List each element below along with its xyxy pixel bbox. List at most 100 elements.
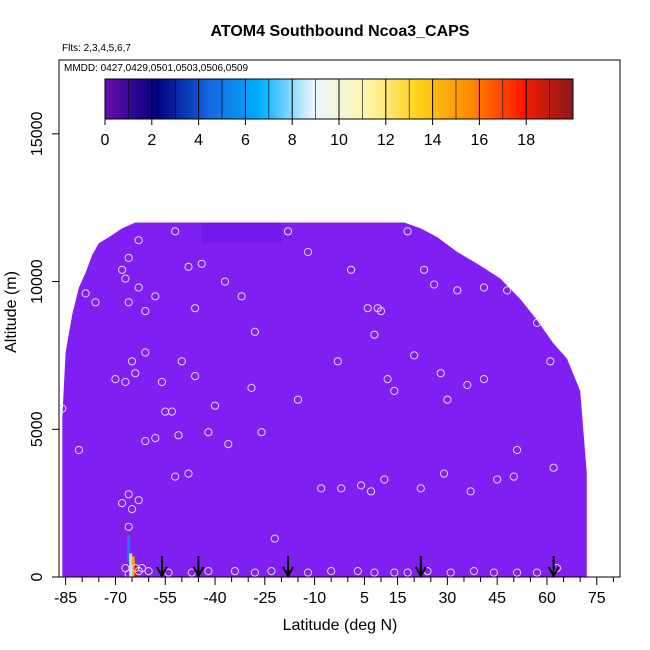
- sample-point: [479, 375, 488, 384]
- sample-point: [141, 437, 150, 446]
- sample-point: [81, 289, 90, 298]
- colorbar-tick-label: 4: [194, 132, 203, 149]
- flight-marker-arrow: [156, 556, 168, 579]
- sample-point: [549, 463, 558, 472]
- sample-point: [430, 280, 439, 289]
- sample-point: [124, 253, 133, 262]
- sample-point: [333, 357, 342, 366]
- sample-point: [380, 475, 389, 484]
- sample-point: [293, 395, 303, 404]
- sample-point: [131, 369, 140, 378]
- sample-point: [546, 357, 555, 366]
- y-axis-label: Altitude (m): [3, 271, 20, 353]
- sample-point: [383, 375, 392, 384]
- flight-marker-arrow: [192, 556, 205, 579]
- colorbar-tick-label: 2: [147, 132, 156, 149]
- sample-point: [210, 401, 220, 410]
- sample-point: [171, 472, 180, 481]
- sample-point: [151, 434, 160, 443]
- field-high-value-1: [129, 553, 133, 577]
- field-high-value-0: [127, 535, 131, 563]
- sample-point: [353, 567, 362, 576]
- sample-point: [303, 568, 313, 577]
- sample-point: [327, 567, 336, 576]
- sample-point: [416, 484, 425, 493]
- x-tick-label: 30: [438, 590, 456, 607]
- flight-markers-layer: [156, 556, 560, 579]
- sample-point: [463, 380, 472, 390]
- colorbar-tick-label: 16: [471, 132, 489, 149]
- sample-point: [118, 265, 127, 274]
- x-tick-label: 75: [588, 590, 606, 607]
- sample-point: [91, 298, 100, 307]
- sample-point: [250, 327, 259, 336]
- sample-point: [127, 505, 137, 514]
- sample-point: [370, 568, 379, 577]
- sample-point: [137, 564, 147, 573]
- sample-point: [390, 568, 399, 577]
- sample-point: [124, 522, 133, 531]
- sample-point: [267, 567, 276, 576]
- sample-point: [121, 274, 130, 283]
- y-tick-label: 15000: [29, 112, 46, 157]
- sample-point: [197, 259, 206, 268]
- sample-point: [250, 568, 259, 577]
- sample-point: [366, 487, 376, 496]
- x-axis-label: Latitude (deg N): [283, 617, 398, 634]
- sample-point: [469, 567, 478, 576]
- sample-point: [347, 265, 356, 274]
- dates-note: MMDD: 0427,0429,0501,0503,0506,0509: [64, 63, 248, 74]
- x-tick-label: -10: [303, 590, 326, 607]
- sample-point: [134, 236, 143, 245]
- sample-point: [224, 440, 233, 449]
- field-high-value-2: [131, 556, 135, 577]
- x-tick-label: -55: [154, 590, 177, 607]
- sample-point: [184, 469, 193, 478]
- sample-point: [420, 265, 429, 274]
- sample-point: [513, 445, 522, 455]
- plot-frame: [58, 59, 621, 578]
- sample-point: [184, 262, 193, 271]
- sample-point: [191, 304, 200, 313]
- flight-marker-arrow: [547, 556, 560, 579]
- sample-point: [124, 298, 133, 307]
- sample-point: [171, 227, 180, 236]
- sample-point: [141, 307, 150, 316]
- x-tick-label: 45: [488, 590, 506, 607]
- field-darker-patch: [201, 222, 282, 244]
- sample-points-layer: [58, 227, 562, 579]
- colorbar-tick-label: 12: [377, 132, 395, 149]
- sample-point: [167, 407, 176, 416]
- sample-point: [532, 568, 542, 577]
- y-tick-label: 5000: [29, 411, 46, 447]
- sample-point: [134, 496, 143, 505]
- sample-point: [443, 395, 452, 404]
- sample-point: [532, 318, 542, 327]
- x-tick-label: 5: [360, 590, 369, 607]
- sample-point: [270, 534, 279, 543]
- sample-point: [337, 484, 346, 493]
- sample-point: [403, 568, 412, 577]
- sample-point: [191, 372, 200, 381]
- y-tick-label: 0: [29, 572, 46, 581]
- colorbar-tick-label: 14: [424, 132, 442, 149]
- sample-point: [141, 348, 150, 357]
- colorbar-tick-label: 8: [288, 132, 297, 149]
- sample-point: [134, 283, 143, 292]
- sample-point: [509, 472, 518, 481]
- flight-marker-arrow: [414, 556, 427, 579]
- sample-point: [513, 568, 522, 577]
- sample-point: [124, 490, 133, 499]
- sample-point: [177, 357, 186, 366]
- sample-point: [174, 431, 183, 440]
- sample-point: [111, 375, 120, 384]
- sample-point: [118, 499, 127, 508]
- sample-point: [230, 567, 239, 576]
- sample-point: [237, 292, 246, 301]
- colorbar-tick-label: 6: [241, 132, 250, 149]
- field-high-value-3: [134, 565, 138, 577]
- sample-point: [204, 428, 213, 437]
- sample-point: [247, 383, 256, 392]
- flight-marker-arrow: [282, 556, 294, 579]
